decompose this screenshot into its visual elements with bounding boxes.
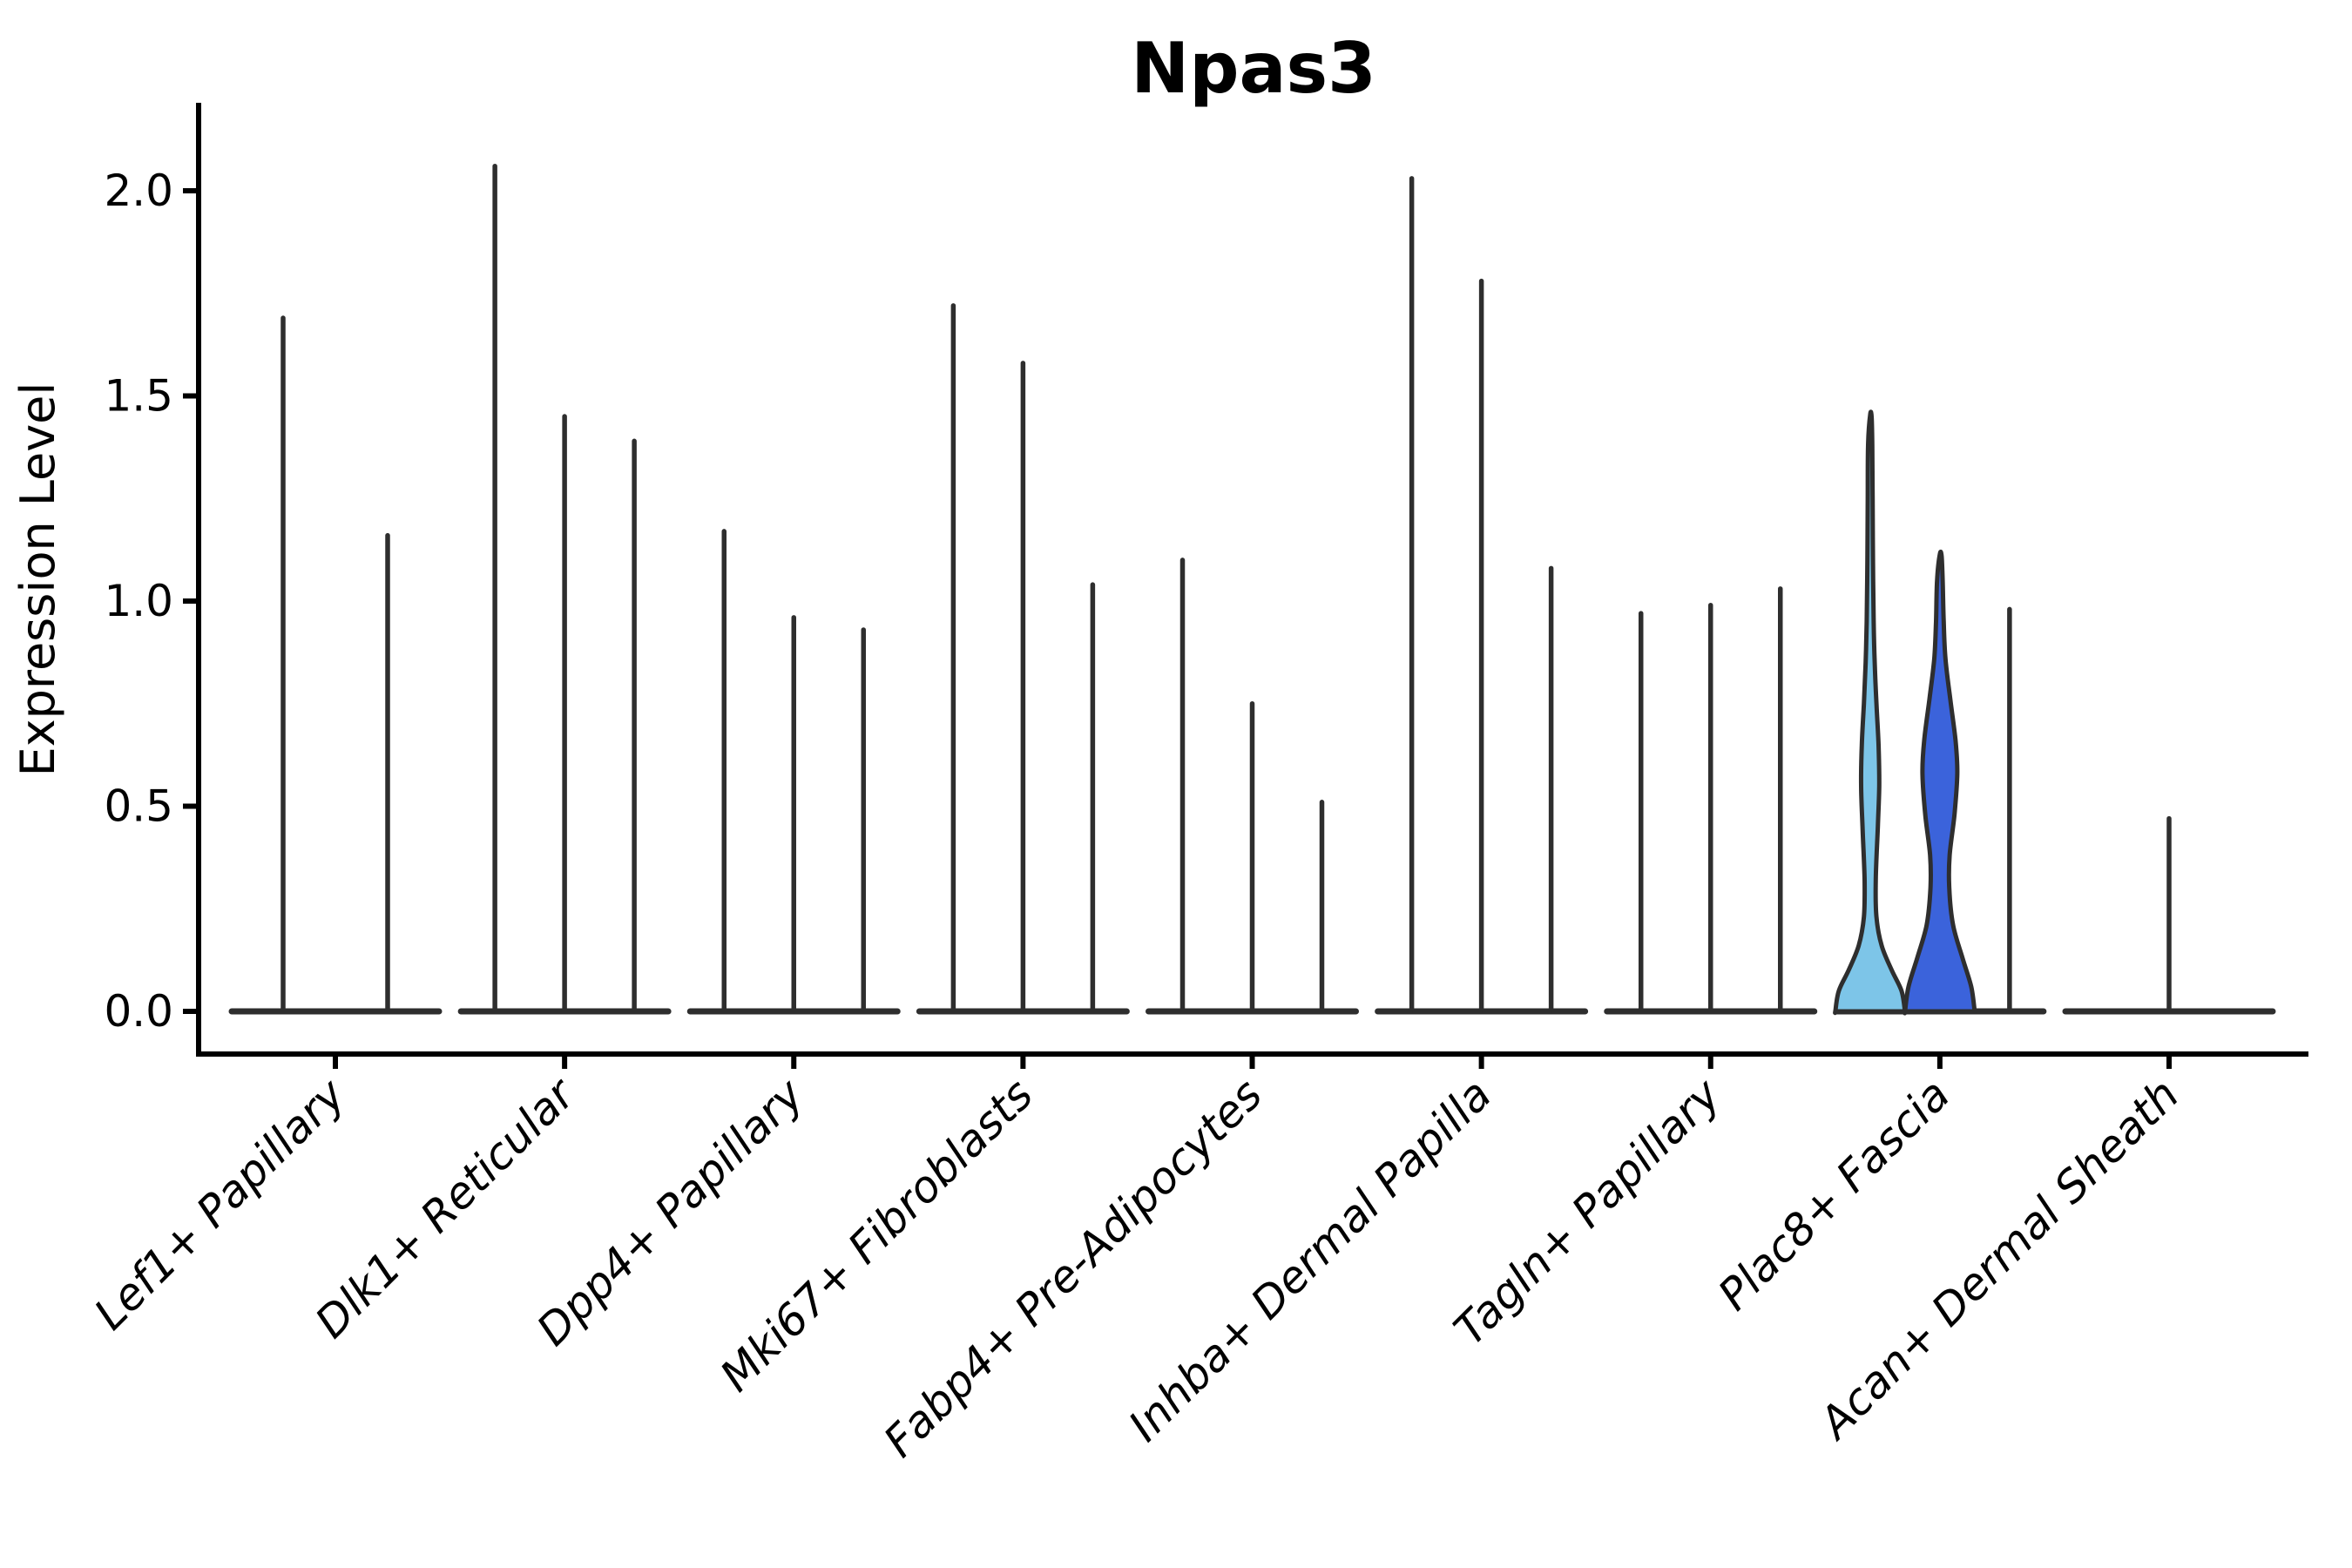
y-tick-label: 0.5 <box>104 781 173 832</box>
chart-title: Npas3 <box>1131 28 1375 109</box>
violin-filled <box>1903 549 1977 1016</box>
x-category-label: Plac8+ Fascia <box>1708 1069 1959 1320</box>
x-category-label: Fabp4+ Pre-Adipocytes <box>874 1069 1272 1467</box>
y-tick-label: 1.5 <box>104 371 173 422</box>
x-category-label: Acan+ Dermal Sheath <box>1808 1069 2189 1450</box>
y-tick-label: 0.0 <box>104 986 173 1037</box>
y-axis-label: Expression Level <box>10 382 65 777</box>
x-category-label: Lef1+ Papillary <box>84 1068 355 1339</box>
y-tick-label: 1.0 <box>104 576 173 626</box>
violin-filled <box>1833 409 1908 1016</box>
y-tick-label: 2.0 <box>104 166 173 216</box>
axis-spines <box>196 103 2308 1057</box>
x-category-label: Inhba+ Dermal Papilla <box>1119 1069 1501 1450</box>
